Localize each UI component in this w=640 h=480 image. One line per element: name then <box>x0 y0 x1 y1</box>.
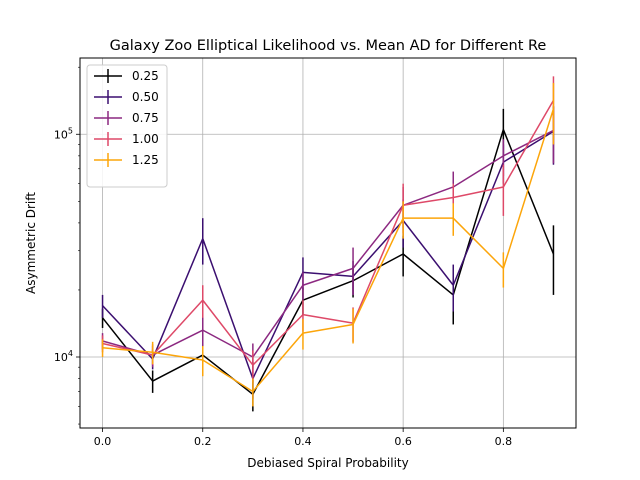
x-tick-label: 0.6 <box>394 435 412 448</box>
legend: 0.25 0.50 0.75 1.00 1.25 <box>86 64 168 188</box>
data-point <box>452 284 454 286</box>
data-point <box>202 329 204 331</box>
x-tick-label: 0.8 <box>495 435 513 448</box>
legend-label-0.25: 0.25 <box>132 69 159 83</box>
data-point <box>302 314 304 316</box>
data-point <box>502 186 504 188</box>
series-1.25 <box>101 82 555 407</box>
data-point <box>202 299 204 301</box>
data-point <box>202 359 204 361</box>
legend-label-1.00: 1.00 <box>132 132 159 146</box>
x-axis-label: Debiased Spiral Probability <box>247 456 408 470</box>
data-point <box>402 253 404 255</box>
data-point <box>152 380 154 382</box>
data-point <box>302 284 304 286</box>
data-point <box>552 253 555 255</box>
y-axis-ticks: 104 105 <box>54 66 80 425</box>
data-point <box>502 155 504 157</box>
x-tick-label: 0.2 <box>194 435 212 448</box>
series-group <box>101 76 555 412</box>
x-axis-ticks: 0.0 0.2 0.4 0.6 0.8 <box>94 428 512 448</box>
legend-box <box>86 64 168 188</box>
data-point <box>101 305 104 307</box>
data-point <box>352 323 354 326</box>
x-tick-label: 0.0 <box>94 435 112 448</box>
data-point <box>552 108 555 110</box>
data-point <box>152 351 154 353</box>
series-line <box>102 130 554 380</box>
y-axis-label: Asymmetric Drift <box>24 192 38 294</box>
data-point <box>502 267 504 269</box>
data-point <box>202 238 204 240</box>
data-point <box>452 196 454 199</box>
plot-frame <box>79 57 577 429</box>
series-line <box>101 128 555 396</box>
data-point <box>352 267 354 269</box>
x-tick-label: 0.4 <box>294 435 312 448</box>
y-tick-label: 105 <box>54 126 73 141</box>
data-point <box>452 217 454 219</box>
data-point <box>402 217 404 219</box>
data-point <box>252 364 254 366</box>
data-point <box>302 332 304 334</box>
y-tick-label: 104 <box>54 349 73 364</box>
data-point <box>252 390 254 393</box>
legend-label-1.25: 1.25 <box>132 153 159 167</box>
series-line <box>102 99 555 366</box>
legend-label-0.75: 0.75 <box>132 111 159 125</box>
data-point <box>101 347 104 349</box>
chart-title: Galaxy Zoo Elliptical Likelihood vs. Mea… <box>110 38 547 54</box>
series-line <box>102 108 555 393</box>
legend-label-0.50: 0.50 <box>132 90 159 104</box>
data-point <box>502 128 504 131</box>
series-line <box>102 129 554 358</box>
